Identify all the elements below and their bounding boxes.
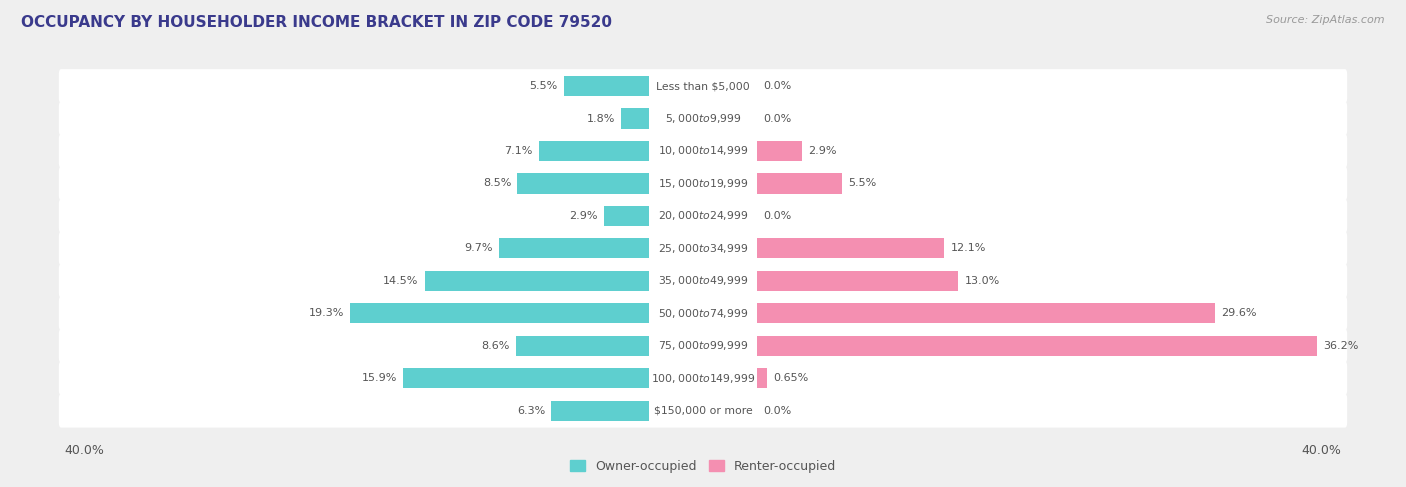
Text: 7.1%: 7.1% [505, 146, 533, 156]
Text: Less than $5,000: Less than $5,000 [657, 81, 749, 91]
Text: Source: ZipAtlas.com: Source: ZipAtlas.com [1267, 15, 1385, 25]
Text: $100,000 to $149,999: $100,000 to $149,999 [651, 372, 755, 385]
Text: $150,000 or more: $150,000 or more [654, 406, 752, 416]
Text: $25,000 to $34,999: $25,000 to $34,999 [658, 242, 748, 255]
Text: $20,000 to $24,999: $20,000 to $24,999 [658, 209, 748, 223]
FancyBboxPatch shape [59, 134, 1347, 168]
Bar [756, 271, 959, 291]
Bar [756, 141, 801, 161]
Legend: Owner-occupied, Renter-occupied: Owner-occupied, Renter-occupied [565, 455, 841, 478]
Bar [605, 206, 650, 226]
Text: $35,000 to $49,999: $35,000 to $49,999 [658, 274, 748, 287]
FancyBboxPatch shape [59, 231, 1347, 265]
Text: 2.9%: 2.9% [569, 211, 598, 221]
Bar [756, 238, 945, 259]
Bar [756, 336, 1317, 356]
Text: $15,000 to $19,999: $15,000 to $19,999 [658, 177, 748, 190]
Text: 8.5%: 8.5% [482, 178, 512, 188]
Bar [499, 238, 648, 259]
Text: 2.9%: 2.9% [808, 146, 837, 156]
FancyBboxPatch shape [59, 102, 1347, 135]
Text: OCCUPANCY BY HOUSEHOLDER INCOME BRACKET IN ZIP CODE 79520: OCCUPANCY BY HOUSEHOLDER INCOME BRACKET … [21, 15, 612, 30]
FancyBboxPatch shape [59, 264, 1347, 298]
Text: $5,000 to $9,999: $5,000 to $9,999 [665, 112, 741, 125]
Bar [756, 368, 768, 388]
Bar [621, 109, 650, 129]
Text: $75,000 to $99,999: $75,000 to $99,999 [658, 339, 748, 352]
Text: 15.9%: 15.9% [361, 373, 396, 383]
Bar [517, 173, 650, 193]
Text: 12.1%: 12.1% [950, 244, 986, 253]
Text: 6.3%: 6.3% [517, 406, 546, 416]
Text: 1.8%: 1.8% [586, 113, 614, 124]
FancyBboxPatch shape [59, 69, 1347, 103]
Text: 14.5%: 14.5% [382, 276, 419, 286]
Text: 13.0%: 13.0% [965, 276, 1000, 286]
Bar [425, 271, 648, 291]
Text: 9.7%: 9.7% [464, 244, 492, 253]
Bar [564, 76, 650, 96]
Text: 0.0%: 0.0% [763, 211, 792, 221]
Text: 36.2%: 36.2% [1323, 341, 1358, 351]
Text: 8.6%: 8.6% [481, 341, 509, 351]
Bar [756, 173, 842, 193]
Text: 19.3%: 19.3% [309, 308, 344, 318]
FancyBboxPatch shape [59, 329, 1347, 363]
Text: 0.65%: 0.65% [773, 373, 808, 383]
Bar [350, 303, 648, 323]
Text: 0.0%: 0.0% [763, 406, 792, 416]
FancyBboxPatch shape [59, 199, 1347, 233]
Text: 0.0%: 0.0% [763, 113, 792, 124]
Text: 5.5%: 5.5% [848, 178, 876, 188]
Text: 5.5%: 5.5% [530, 81, 558, 91]
Text: $50,000 to $74,999: $50,000 to $74,999 [658, 307, 748, 320]
Text: 0.0%: 0.0% [763, 81, 792, 91]
Bar [551, 401, 648, 421]
FancyBboxPatch shape [59, 394, 1347, 428]
Bar [756, 303, 1215, 323]
Text: 29.6%: 29.6% [1220, 308, 1257, 318]
FancyBboxPatch shape [59, 167, 1347, 200]
FancyBboxPatch shape [59, 297, 1347, 330]
FancyBboxPatch shape [59, 361, 1347, 395]
Bar [404, 368, 650, 388]
Bar [538, 141, 648, 161]
Bar [516, 336, 650, 356]
Text: $10,000 to $14,999: $10,000 to $14,999 [658, 145, 748, 157]
